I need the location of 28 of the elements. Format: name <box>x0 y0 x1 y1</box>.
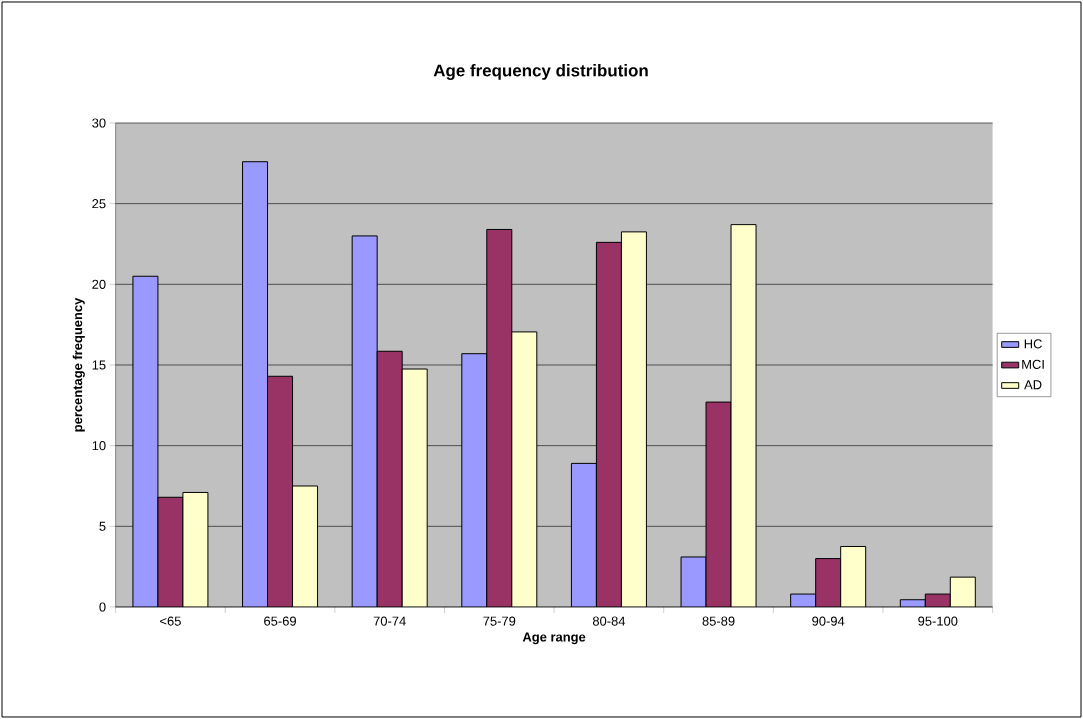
y-tick-label: 10 <box>92 441 106 451</box>
y-tick-label: 15 <box>92 360 106 370</box>
bar <box>267 375 294 607</box>
legend-label: AD <box>1024 380 1042 390</box>
x-tick-label: 90-94 <box>812 616 845 626</box>
x-tick-label: 75-79 <box>483 616 516 626</box>
x-tick-label: 95-100 <box>918 616 958 626</box>
y-tick-label: 0 <box>99 602 106 612</box>
bar <box>595 241 622 607</box>
y-axis-title: percentage frequency <box>72 297 85 432</box>
x-tick-label: 65-69 <box>264 616 296 626</box>
bar <box>157 496 184 607</box>
x-tick-label: 80-84 <box>592 616 626 626</box>
x-axis-title: Age range <box>522 632 586 645</box>
chart-title: Age frequency distribution <box>433 64 648 80</box>
y-tick-label: 30 <box>92 118 106 128</box>
x-tick-label: <65 <box>160 616 181 626</box>
x-tick-label: 70-74 <box>373 616 406 626</box>
y-tick-label: 25 <box>92 199 106 209</box>
bar <box>486 228 513 607</box>
y-tick-label: 5 <box>99 521 106 531</box>
legend-label: HC <box>1024 339 1042 349</box>
bar <box>376 350 403 607</box>
legend-label: MCI <box>1022 359 1044 369</box>
bar <box>705 401 732 607</box>
y-tick-label: 20 <box>92 279 106 289</box>
bar <box>815 558 842 607</box>
x-tick-label: 85-89 <box>702 616 735 626</box>
